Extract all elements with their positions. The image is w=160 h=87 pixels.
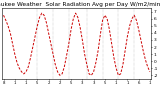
Title: Milwaukee Weather  Solar Radiation Avg per Day W/m2/minute: Milwaukee Weather Solar Radiation Avg pe… bbox=[0, 2, 160, 7]
